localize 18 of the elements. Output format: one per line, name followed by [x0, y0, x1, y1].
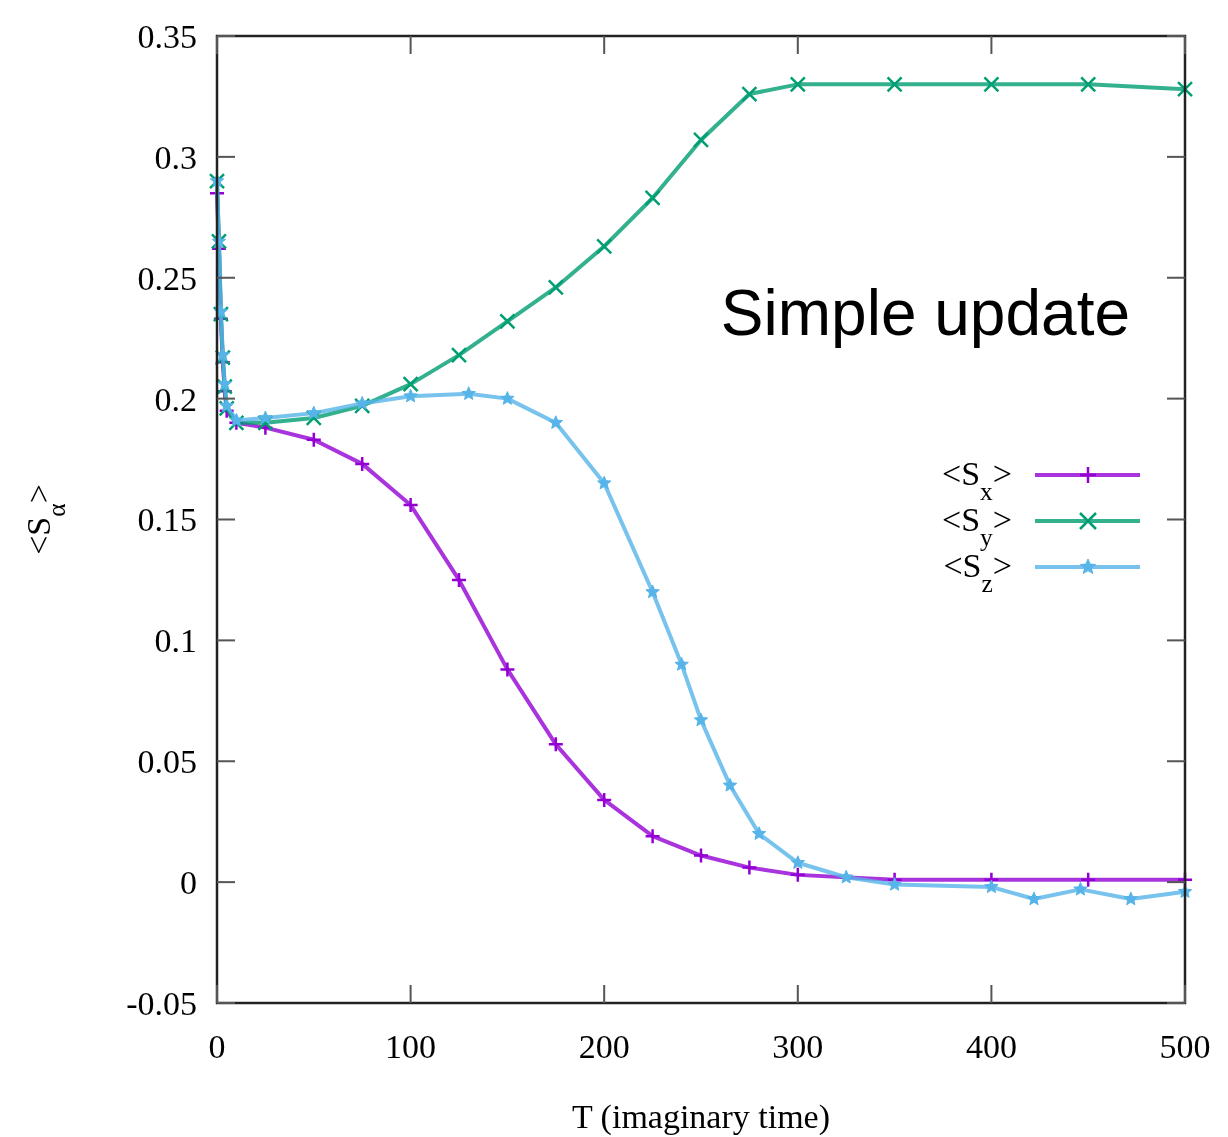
x-axis-title: T (imaginary time) — [571, 1098, 831, 1136]
x-tick-label: 0 — [208, 1028, 226, 1065]
y-tick-label: 0.35 — [137, 17, 197, 55]
y-tick-label: -0.05 — [126, 984, 197, 1022]
y-tick-label: 0.1 — [154, 622, 197, 660]
y-tick-label: 0 — [180, 864, 197, 902]
x-tick-label: 500 — [1159, 1028, 1211, 1065]
x-tick-label: 100 — [385, 1028, 437, 1065]
y-tick-label: 0.05 — [137, 743, 197, 781]
y-tick-label: 0.25 — [137, 259, 197, 297]
x-tick-label: 400 — [965, 1028, 1017, 1065]
x-tick-label: 200 — [578, 1028, 630, 1065]
legend-label: <S$_{x}$> — [941, 455, 1012, 506]
y-tick-label: 0.15 — [137, 501, 197, 539]
y-tick-label: 0.2 — [154, 380, 197, 418]
y-tick-label: 0.3 — [154, 138, 197, 176]
annotation: Simple update — [720, 277, 1130, 349]
x-tick-label: 300 — [772, 1028, 824, 1065]
